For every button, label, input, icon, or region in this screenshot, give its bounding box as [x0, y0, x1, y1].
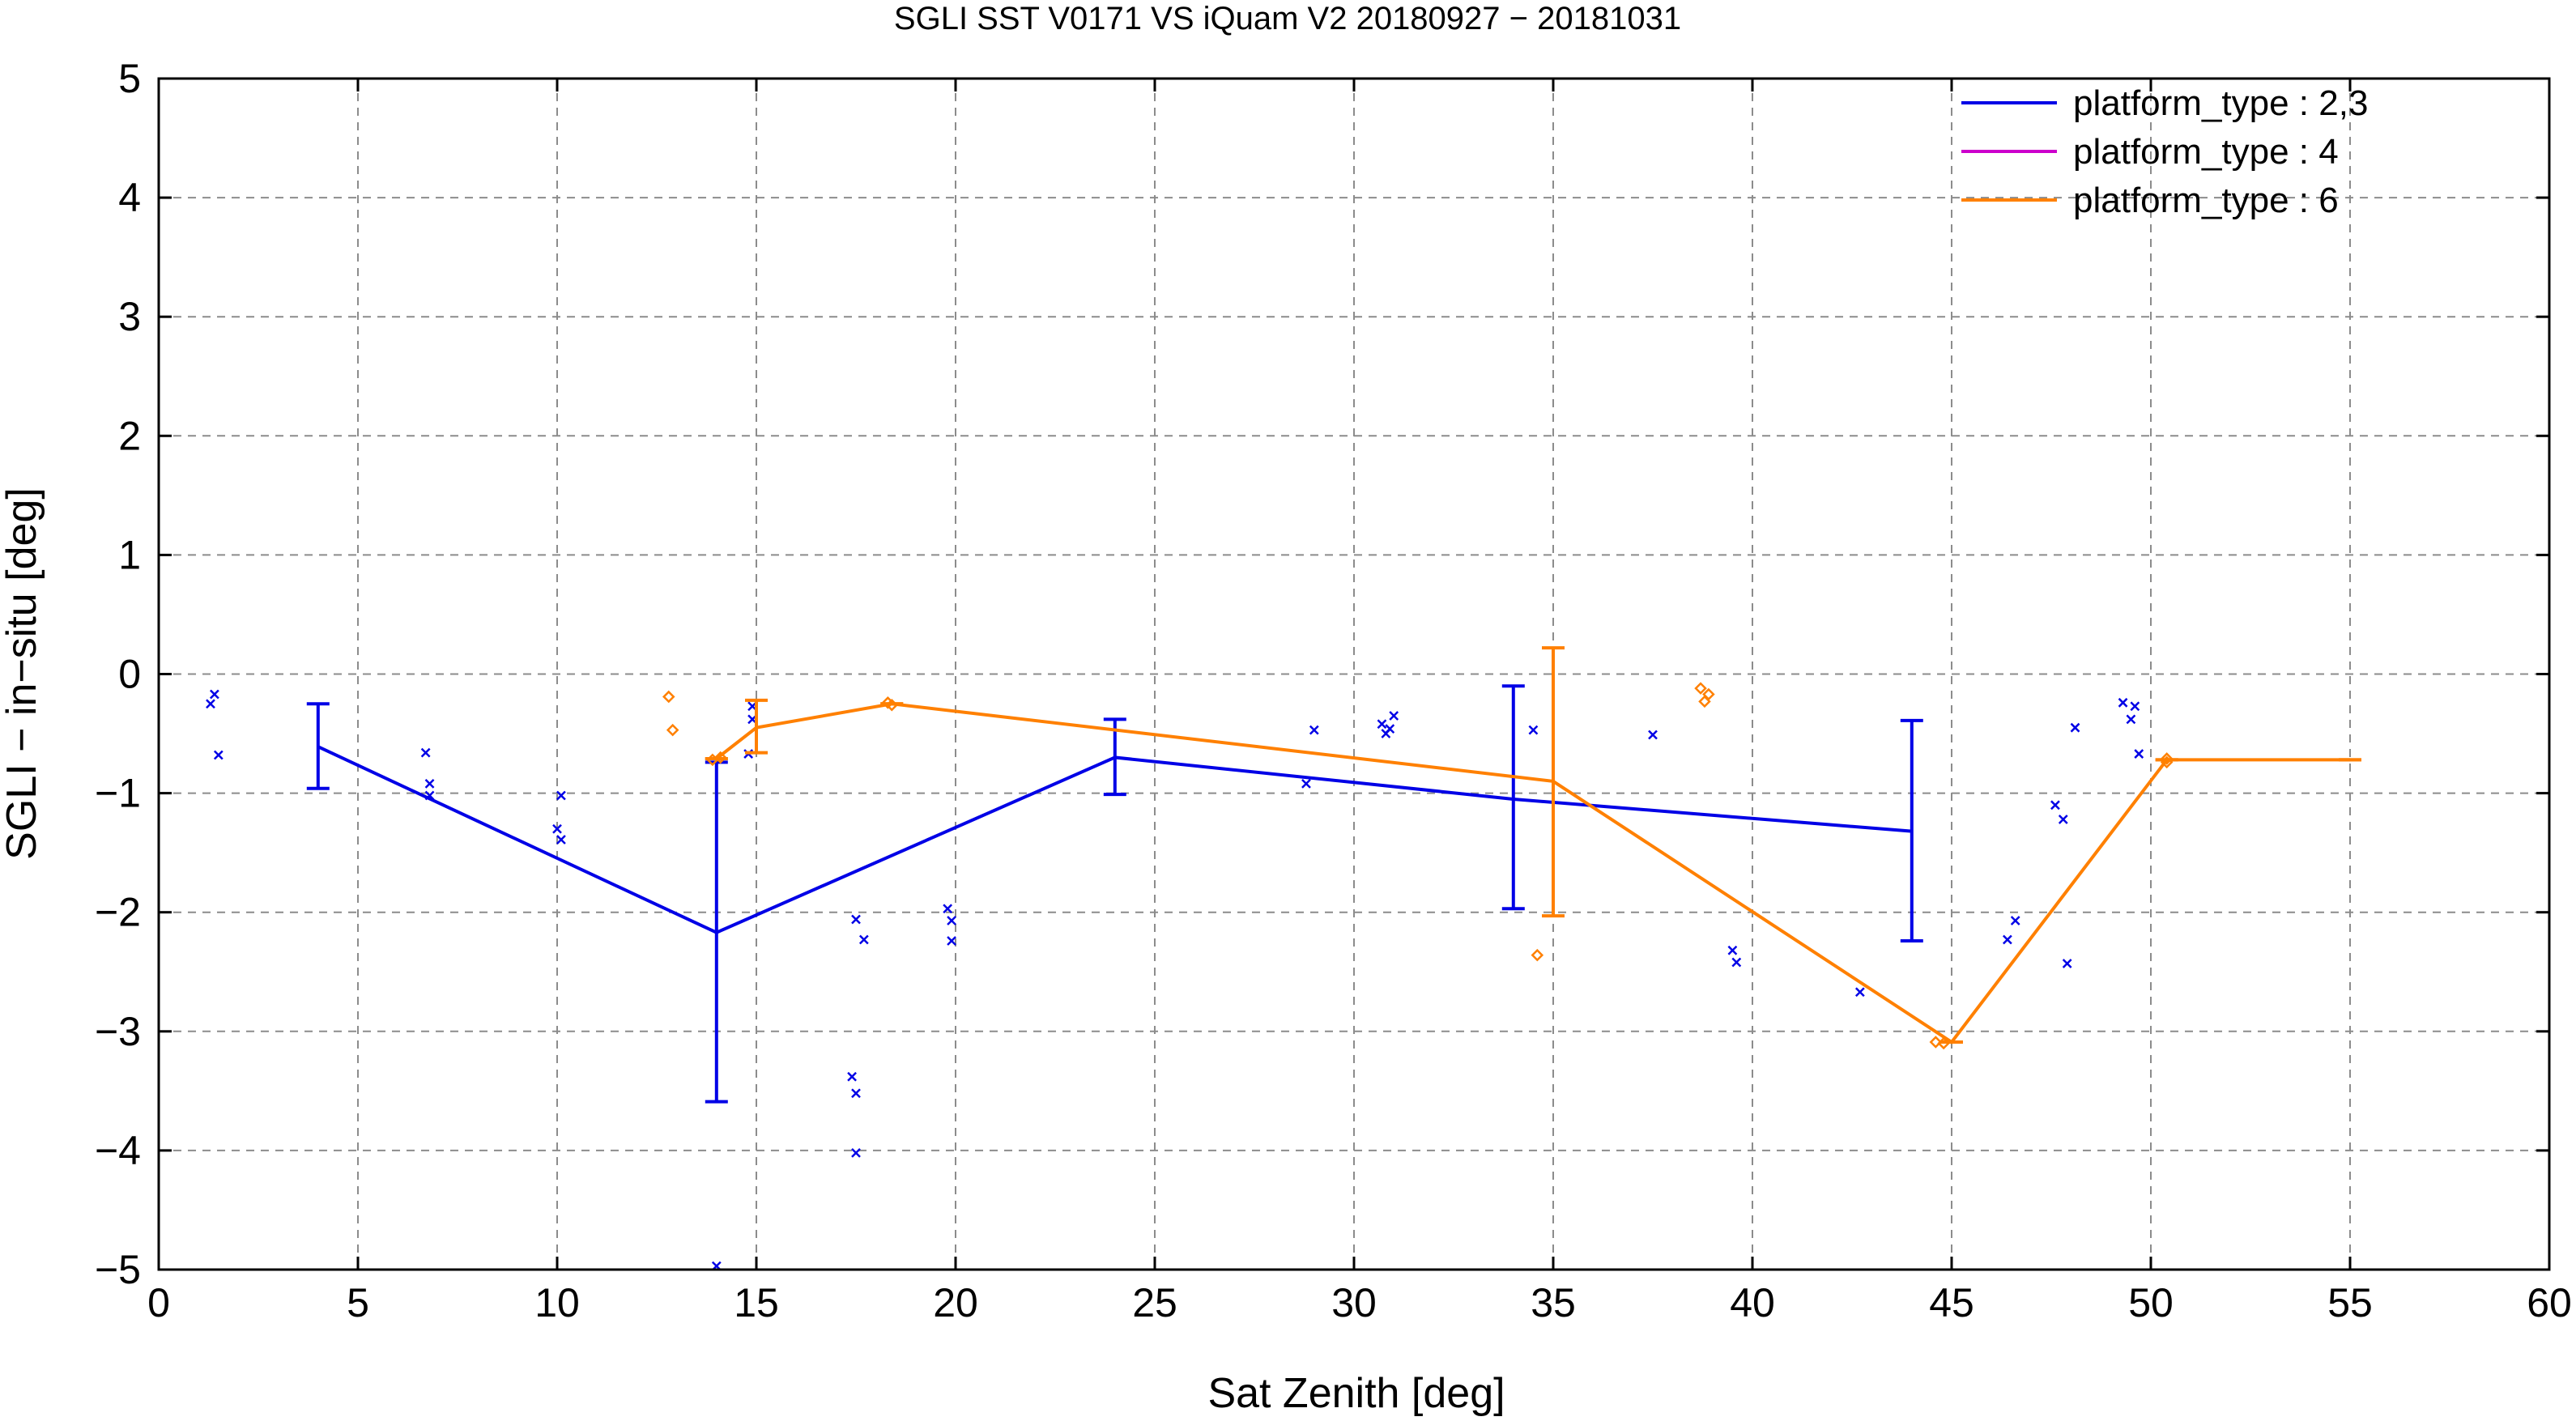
data-point: [2050, 800, 2060, 810]
data-point: [213, 750, 224, 760]
data-point: [1377, 719, 1387, 730]
data-point: [662, 690, 675, 704]
data-point: [943, 904, 953, 914]
data-point: [1389, 711, 1399, 721]
data-point: [2134, 749, 2144, 759]
data-point: [1385, 724, 1395, 734]
x-axis-title: Sat Zenith [deg]: [1207, 1370, 1505, 1417]
data-point: [2118, 697, 2128, 708]
data-point: [2010, 916, 2020, 925]
data-point: [556, 790, 566, 801]
data-point: [1309, 725, 1319, 735]
data-point: [420, 747, 431, 758]
y-tick-label: 2: [118, 413, 141, 458]
y-tick-label: −2: [95, 890, 141, 935]
data-point: [2070, 722, 2080, 733]
data-point: [666, 723, 679, 737]
x-tick-label: 30: [1331, 1280, 1377, 1325]
x-tick-label: 20: [933, 1280, 978, 1325]
data-point: [2160, 752, 2174, 765]
y-tick-label: −3: [95, 1009, 141, 1054]
y-tick-label: 4: [118, 175, 141, 220]
y-tick-label: −4: [95, 1128, 141, 1173]
x-tick-label: 10: [534, 1280, 580, 1325]
legend-label: platform_type : 4: [2073, 132, 2339, 172]
data-point: [1702, 687, 1715, 701]
data-point: [2130, 701, 2140, 712]
legend-label: platform_type : 6: [2073, 181, 2339, 220]
data-point: [851, 914, 861, 925]
series-group: [662, 646, 2361, 1050]
data-point: [424, 778, 435, 789]
legend-label: platform_type : 2,3: [2073, 83, 2368, 123]
data-point: [1694, 682, 1707, 695]
x-tick-label: 0: [147, 1280, 170, 1325]
plot-series: [206, 646, 2361, 1271]
data-point: [2062, 959, 2072, 968]
data-point: [1531, 948, 1544, 962]
data-point: [1648, 730, 1658, 740]
y-tick-label: 0: [118, 652, 141, 697]
data-point: [1731, 957, 1742, 968]
data-point: [556, 835, 566, 845]
data-point: [209, 689, 219, 700]
data-point: [1727, 945, 1738, 955]
y-tick-label: −5: [95, 1247, 141, 1292]
chart-title: SGLI SST V0171 VS iQuam V2 20180927 − 20…: [894, 1, 1681, 36]
x-tick-label: 60: [2527, 1280, 2572, 1325]
x-tick-label: 5: [347, 1280, 369, 1325]
data-point: [206, 699, 215, 709]
data-point: [2126, 714, 2136, 725]
data-point: [2002, 934, 2012, 945]
legend: platform_type : 2,3 platform_type : 4 plat…: [1961, 83, 2368, 220]
data-point: [552, 823, 562, 834]
y-tick-label: 1: [118, 532, 141, 577]
y-axis-title: SGLI − in−situ [deg]: [0, 487, 45, 860]
data-point: [2058, 815, 2068, 824]
y-tick-label: −1: [95, 771, 141, 816]
x-tick-label: 15: [734, 1280, 779, 1325]
data-point: [1301, 778, 1311, 789]
grid-lines: [159, 79, 2549, 1270]
x-tick-label: 50: [2128, 1280, 2174, 1325]
y-tick-label: 5: [118, 56, 141, 101]
data-point: [1929, 1036, 1943, 1049]
y-tick-label: 3: [118, 294, 141, 339]
data-point: [947, 916, 956, 925]
data-point: [947, 936, 956, 946]
x-tick-label: 40: [1730, 1280, 1775, 1325]
x-tick-label: 55: [2327, 1280, 2373, 1325]
data-point: [847, 1071, 857, 1082]
series-group: [206, 684, 2144, 1271]
x-tick-label: 25: [1132, 1280, 1177, 1325]
data-point: [851, 1147, 861, 1158]
data-point: [858, 934, 869, 945]
data-point: [1854, 987, 1865, 998]
x-tick-label: 35: [1531, 1280, 1576, 1325]
data-point: [1528, 725, 1539, 735]
data-point: [851, 1088, 861, 1099]
data-point: [713, 751, 727, 764]
x-tick-label: 45: [1929, 1280, 1974, 1325]
